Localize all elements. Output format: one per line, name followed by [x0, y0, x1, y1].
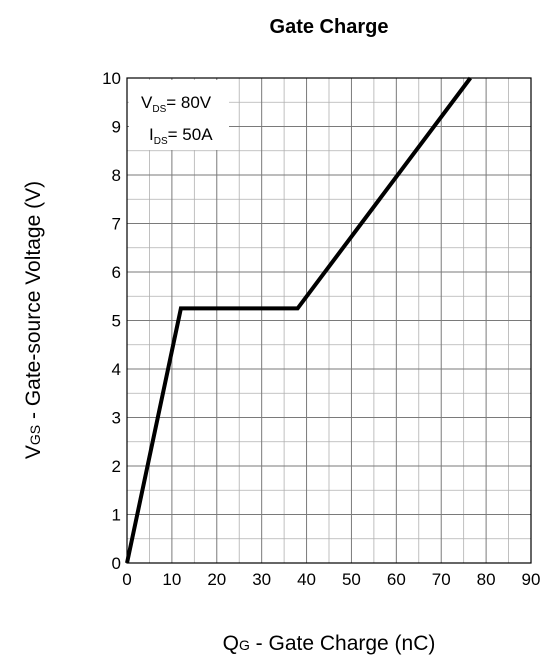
annotation-vds-sub: DS	[152, 104, 166, 115]
x-tick-label: 30	[252, 570, 271, 589]
annotation-ids-value: = 50A	[168, 125, 214, 144]
y-tick-label: 7	[112, 215, 121, 234]
y-tick-label: 4	[112, 360, 121, 379]
y-tick-label: 10	[102, 69, 121, 88]
x-axis-label-main: Q	[223, 632, 239, 655]
annotation-vds-value: = 80V	[166, 93, 212, 112]
y-tick-labels: 0 1 2 3 4 5 6 7 8 9 10	[102, 69, 121, 573]
y-axis-label-sub: GS	[27, 425, 43, 445]
y-tick-label: 0	[112, 554, 121, 573]
y-tick-label: 6	[112, 263, 121, 282]
y-tick-label: 1	[112, 506, 121, 525]
y-axis-label: VGS - Gate-source Voltage (V)	[22, 181, 45, 459]
y-axis-label-rest: - Gate-source Voltage (V)	[22, 181, 45, 425]
x-tick-label: 50	[342, 570, 361, 589]
plot-area	[125, 76, 532, 564]
y-tick-label: 9	[112, 118, 121, 137]
x-tick-labels: 0 10 20 30 40 50 60 70 80 90	[122, 570, 540, 589]
annotation-vds: VDS= 80V	[141, 93, 212, 115]
y-tick-label: 2	[112, 457, 121, 476]
annotation-vds-main: V	[141, 93, 153, 112]
annotation-ids-main: I	[149, 125, 154, 144]
x-tick-label: 10	[162, 570, 181, 589]
y-axis-label-main: V	[22, 445, 45, 459]
y-tick-label: 8	[112, 166, 121, 185]
x-axis-label-sub: G	[239, 637, 250, 653]
svg-text:VDS= 80V: VDS= 80V	[141, 93, 212, 115]
y-tick-label: 3	[112, 409, 121, 428]
x-tick-label: 70	[432, 570, 451, 589]
x-axis-label: QG - Gate Charge (nC)	[223, 632, 436, 655]
x-tick-label: 60	[387, 570, 406, 589]
chart-title: Gate Charge	[270, 16, 389, 38]
series-line	[125, 76, 472, 564]
y-tick-label: 5	[112, 312, 121, 331]
plot-frame	[126, 77, 532, 564]
x-tick-label: 90	[522, 570, 541, 589]
x-tick-label: 80	[477, 570, 496, 589]
svg-text:IDS= 50A: IDS= 50A	[149, 125, 213, 147]
x-tick-label: 40	[297, 570, 316, 589]
annotation-box	[129, 80, 229, 150]
annotation-ids: IDS= 50A	[149, 125, 213, 147]
x-tick-label: 0	[122, 570, 131, 589]
x-axis-label-rest: - Gate Charge (nC)	[250, 632, 436, 655]
annotation-ids-sub: DS	[154, 136, 168, 147]
x-tick-label: 20	[207, 570, 226, 589]
